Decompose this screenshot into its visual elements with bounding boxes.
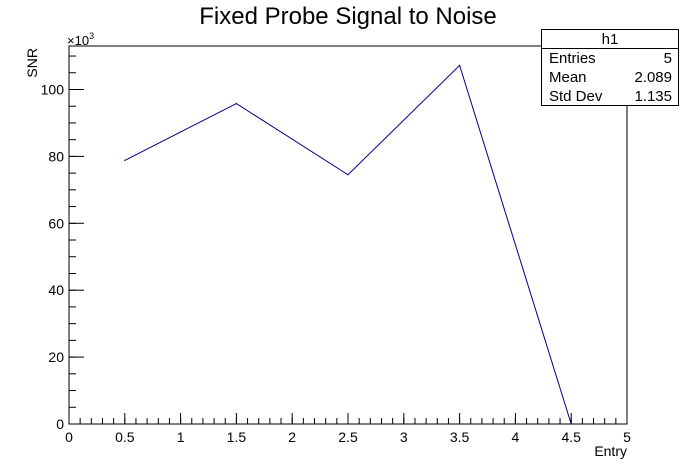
data-point bbox=[347, 174, 349, 176]
y-axis: 0 20 40 60 80 100 bbox=[41, 55, 84, 432]
y-multiplier-exponent: 3 bbox=[89, 31, 94, 41]
x-tick-label: 2 bbox=[288, 429, 296, 445]
stats-value: 1.135 bbox=[634, 88, 672, 105]
y-tick-label: 60 bbox=[48, 215, 64, 231]
stats-value: 5 bbox=[663, 50, 672, 67]
y-tick-label: 20 bbox=[48, 349, 64, 365]
x-tick-label: 1.5 bbox=[227, 429, 247, 445]
stats-row-mean: Mean 2.089 bbox=[542, 68, 678, 87]
y-multiplier: ×103 bbox=[67, 31, 94, 48]
x-tick-label: 4.5 bbox=[561, 429, 581, 445]
x-axis: 0 0.5 1 1.5 2 2.5 3 3.5 4 4.5 5 bbox=[65, 413, 631, 445]
stats-title: h1 bbox=[542, 30, 678, 49]
stats-row-std-dev: Std Dev 1.135 bbox=[542, 87, 678, 106]
x-tick-label: 0.5 bbox=[115, 429, 135, 445]
series-line bbox=[124, 64, 572, 425]
x-tick-label: 2.5 bbox=[338, 429, 358, 445]
x-tick-label: 4 bbox=[512, 429, 520, 445]
stats-label: Entries bbox=[549, 50, 596, 67]
data-point bbox=[459, 64, 461, 67]
y-tick-label: 40 bbox=[48, 282, 64, 298]
x-tick-label: 1 bbox=[177, 429, 185, 445]
stats-label: Mean bbox=[549, 69, 587, 86]
stats-row-entries: Entries 5 bbox=[542, 49, 678, 68]
x-tick-label: 3 bbox=[400, 429, 408, 445]
x-tick-label: 3.5 bbox=[450, 429, 470, 445]
y-tick-label: 100 bbox=[41, 81, 65, 97]
y-tick-label: 0 bbox=[56, 416, 64, 432]
x-tick-label: 5 bbox=[623, 429, 631, 445]
chart-title: Fixed Probe Signal to Noise bbox=[199, 3, 497, 30]
stats-box: h1 Entries 5 Mean 2.089 Std Dev 1.135 bbox=[541, 29, 679, 106]
stats-value: 2.089 bbox=[634, 69, 672, 86]
y-axis-label: SNR bbox=[24, 48, 40, 78]
data-point bbox=[124, 159, 126, 162]
stats-label: Std Dev bbox=[549, 88, 603, 105]
x-axis-label: Entry bbox=[594, 443, 627, 459]
data-point bbox=[235, 102, 237, 105]
x-tick-label: 0 bbox=[65, 429, 73, 445]
series-layer bbox=[124, 64, 572, 425]
y-multiplier-base: ×10 bbox=[67, 33, 89, 48]
data-point bbox=[570, 423, 572, 425]
y-tick-label: 80 bbox=[48, 148, 64, 164]
